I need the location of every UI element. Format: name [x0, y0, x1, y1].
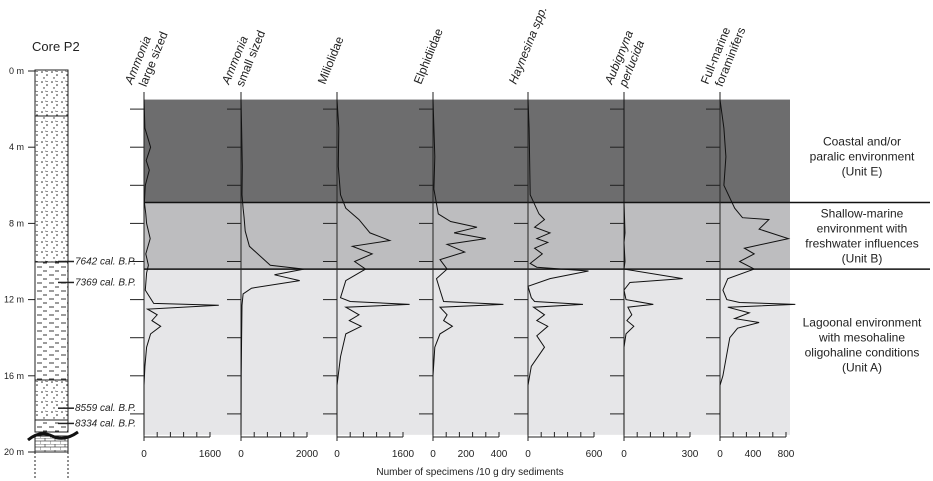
taxon-title: Ammoniasmall sized — [218, 23, 268, 92]
unit-bands — [144, 99, 930, 435]
abundance-line — [336, 99, 410, 435]
core-section-mud — [34, 261, 69, 381]
panel-tick-label: 0 — [717, 449, 723, 460]
date-label: 7642 cal. B.P. — [75, 257, 136, 268]
unit-label-line: freshwater influences — [805, 236, 918, 250]
panel-tick-label: 600 — [586, 449, 603, 460]
panel-tick-label: 0 — [621, 449, 627, 460]
taxon-title: Full-marineforaminifers — [698, 20, 749, 91]
date-label: 8559 cal. B.P. — [75, 403, 136, 414]
abundance-line — [527, 99, 589, 435]
unit-band — [144, 202, 790, 270]
unit-label: Lagoonal environment with mesohaline oligo… — [803, 316, 922, 375]
unit-label: Shallow-marine environment with freshwater… — [805, 206, 918, 265]
abundance-line — [719, 99, 796, 435]
abundance-line — [432, 99, 504, 435]
unit-label-line: (Unit E) — [842, 165, 883, 179]
date-label: 8334 cal. B.P. — [75, 418, 136, 429]
panel-tick-label: 800 — [778, 449, 795, 460]
taxon-title: Aubignynaperlucida — [601, 28, 649, 92]
taxon-title-line: Haynesina spp. — [506, 4, 550, 86]
depth-tick-label: 0 m — [9, 66, 24, 76]
core-section-sand — [34, 115, 69, 263]
unit-label-line: with mesohaline — [818, 331, 905, 345]
taxon-title: Elphidiidae — [411, 26, 446, 86]
depth-tick-label: 12 m — [4, 295, 24, 305]
depth-axis: 0 m 4 m 8 m 12 m 16 m 20 m — [4, 66, 35, 457]
taxon-title-line: Elphidiidae — [411, 26, 446, 86]
unit-label-line: Coastal and/or — [823, 135, 901, 149]
unit-label-line: (Unit A) — [842, 361, 882, 375]
panel-tick-label: 0 — [525, 449, 531, 460]
panel-tick-label: 400 — [745, 449, 762, 460]
panel-tick-label: 400 — [491, 449, 508, 460]
depth-tick-label: 8 m — [9, 218, 24, 228]
unit-label-line: (Unit B) — [842, 251, 883, 265]
radiocarbon-dates: 7642 cal. B.P. 7369 cal. B.P. 8559 cal. B.… — [58, 257, 136, 429]
taxon-title: Miliolidae — [315, 34, 347, 86]
panel-tick-label: 1600 — [392, 449, 415, 460]
taxon-title: Ammonialarge sized — [121, 24, 170, 92]
panel-tick-label: 1600 — [199, 449, 222, 460]
unit-labels: Coastal and/or paralic environment (Unit E… — [803, 135, 922, 375]
unit-label-line: Shallow-marine — [821, 206, 904, 220]
core-section-top-sand — [34, 69, 69, 117]
core-section-lower-sand — [34, 379, 69, 421]
date-label: 7369 cal. B.P. — [75, 277, 136, 288]
core-title: Core P2 — [32, 39, 80, 54]
unit-label: Coastal and/or paralic environment (Unit E… — [810, 135, 915, 179]
depth-tick-label: 4 m — [9, 142, 24, 152]
panel-tick-label: 0 — [430, 449, 436, 460]
unit-label-line: environment with — [817, 221, 908, 235]
x-axis-title: Number of specimens /10 g dry sediments — [376, 467, 563, 478]
taxon-title: Haynesina spp. — [506, 4, 550, 86]
unit-band — [144, 269, 790, 435]
panel-tick-label: 0 — [238, 449, 244, 460]
taxon-title-line: Miliolidae — [315, 34, 347, 86]
unit-label-line: oligohaline conditions — [805, 346, 920, 360]
panel-tick-label: 0 — [334, 449, 340, 460]
panel-tick-label: 300 — [682, 449, 699, 460]
panel-tick-label: 0 — [141, 449, 147, 460]
abundance-line — [623, 99, 683, 435]
depth-tick-label: 20 m — [4, 447, 24, 457]
panel-tick-label: 2000 — [296, 449, 319, 460]
unit-label-line: Lagoonal environment — [803, 316, 922, 330]
depth-tick-label: 16 m — [4, 371, 24, 381]
unconformity-mark — [27, 430, 79, 442]
core-log-column — [27, 69, 79, 478]
unit-band — [144, 99, 790, 203]
panel-tick-label: 200 — [458, 449, 475, 460]
unit-label-line: paralic environment — [810, 150, 915, 164]
core-section-lower-mud — [34, 419, 69, 433]
abundance-line — [240, 99, 304, 435]
